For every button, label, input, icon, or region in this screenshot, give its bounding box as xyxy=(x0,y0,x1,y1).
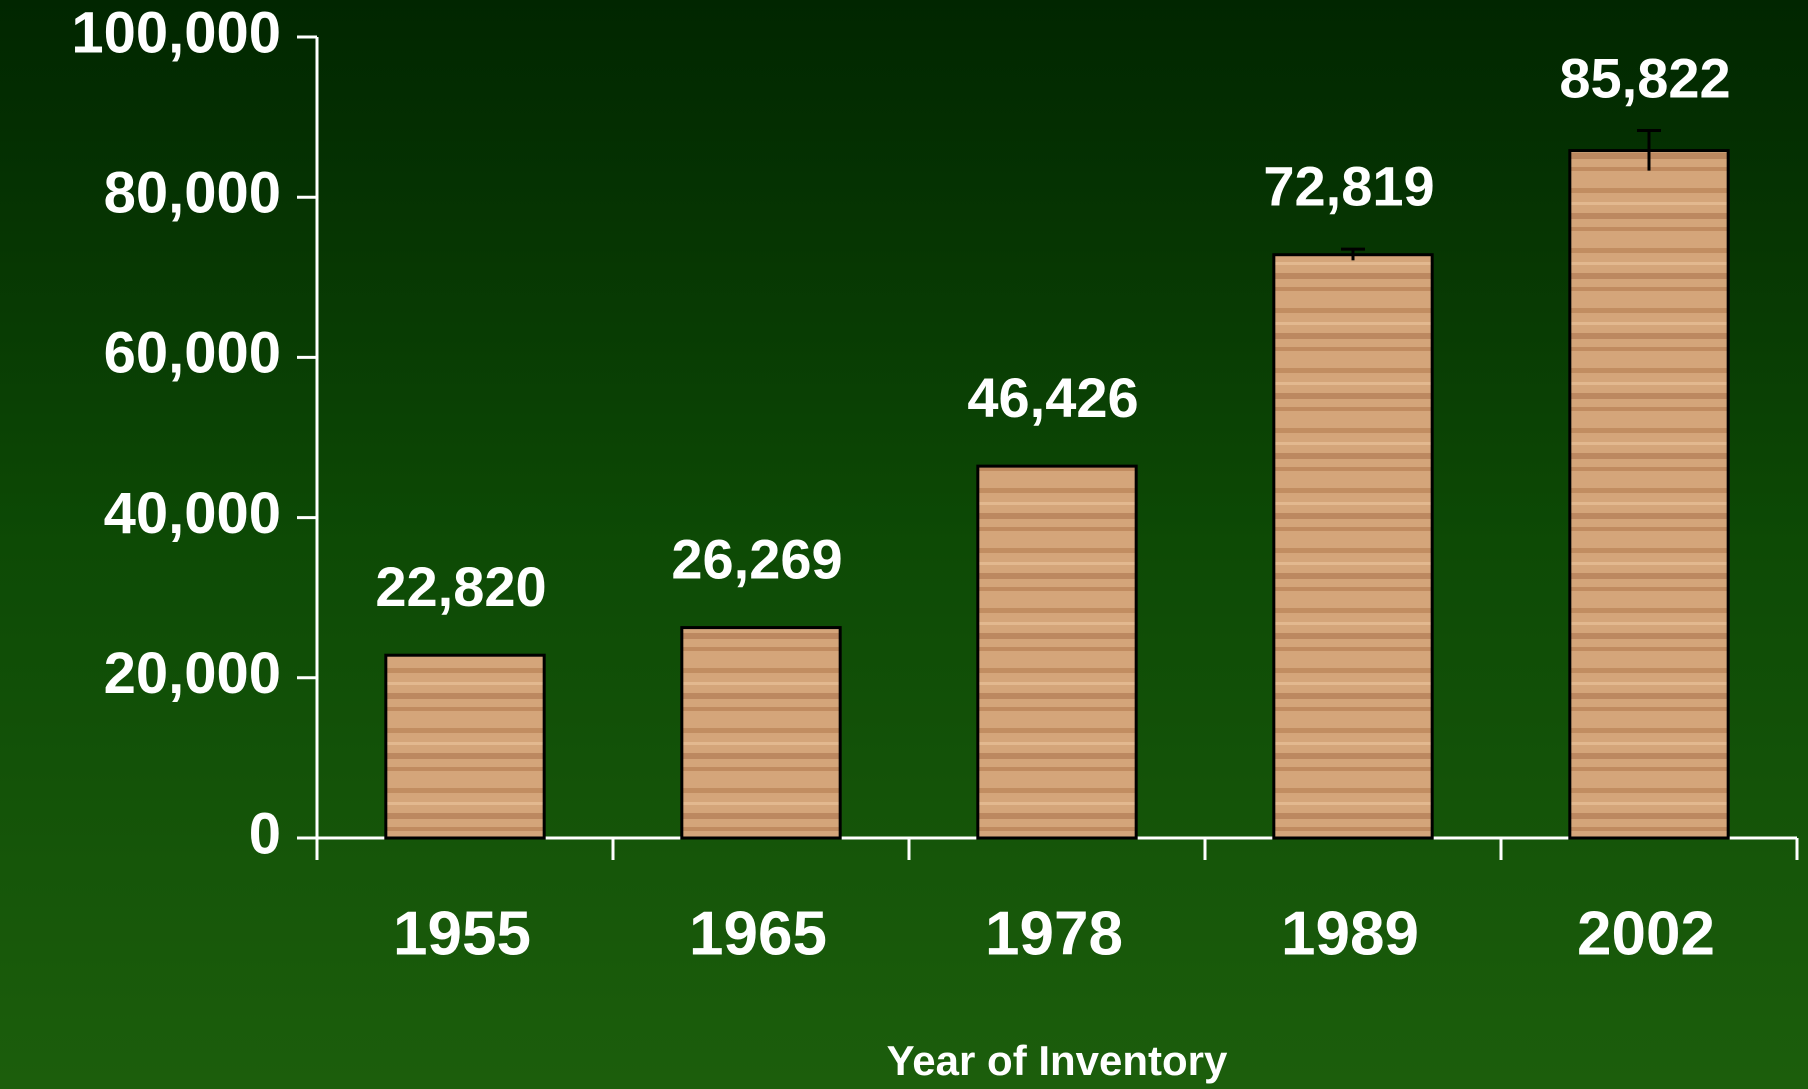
x-tick-label: 1978 xyxy=(985,899,1123,968)
value-label: 46,426 xyxy=(967,366,1138,429)
bar xyxy=(680,626,842,840)
y-tick-label: 100,000 xyxy=(71,0,281,65)
value-label: 85,822 xyxy=(1559,46,1730,109)
y-tick-label: 40,000 xyxy=(104,481,281,546)
bar xyxy=(384,653,546,840)
bar xyxy=(1272,253,1434,840)
bar xyxy=(1568,149,1730,840)
value-label: 26,269 xyxy=(671,527,842,590)
bar xyxy=(976,464,1138,840)
x-tick-label: 2002 xyxy=(1577,899,1715,968)
y-tick-label: 0 xyxy=(249,801,281,866)
value-label: 72,819 xyxy=(1263,155,1434,218)
y-tick-label: 60,000 xyxy=(104,321,281,386)
y-tick-label: 80,000 xyxy=(104,161,281,226)
x-tick-label: 1965 xyxy=(689,899,827,968)
y-tick-label: 20,000 xyxy=(104,641,281,706)
value-label: 22,820 xyxy=(375,555,546,618)
x-tick-label: 1955 xyxy=(393,899,531,968)
x-tick-label: 1989 xyxy=(1281,899,1419,968)
x-axis-title: Year of Inventory xyxy=(887,1037,1228,1084)
